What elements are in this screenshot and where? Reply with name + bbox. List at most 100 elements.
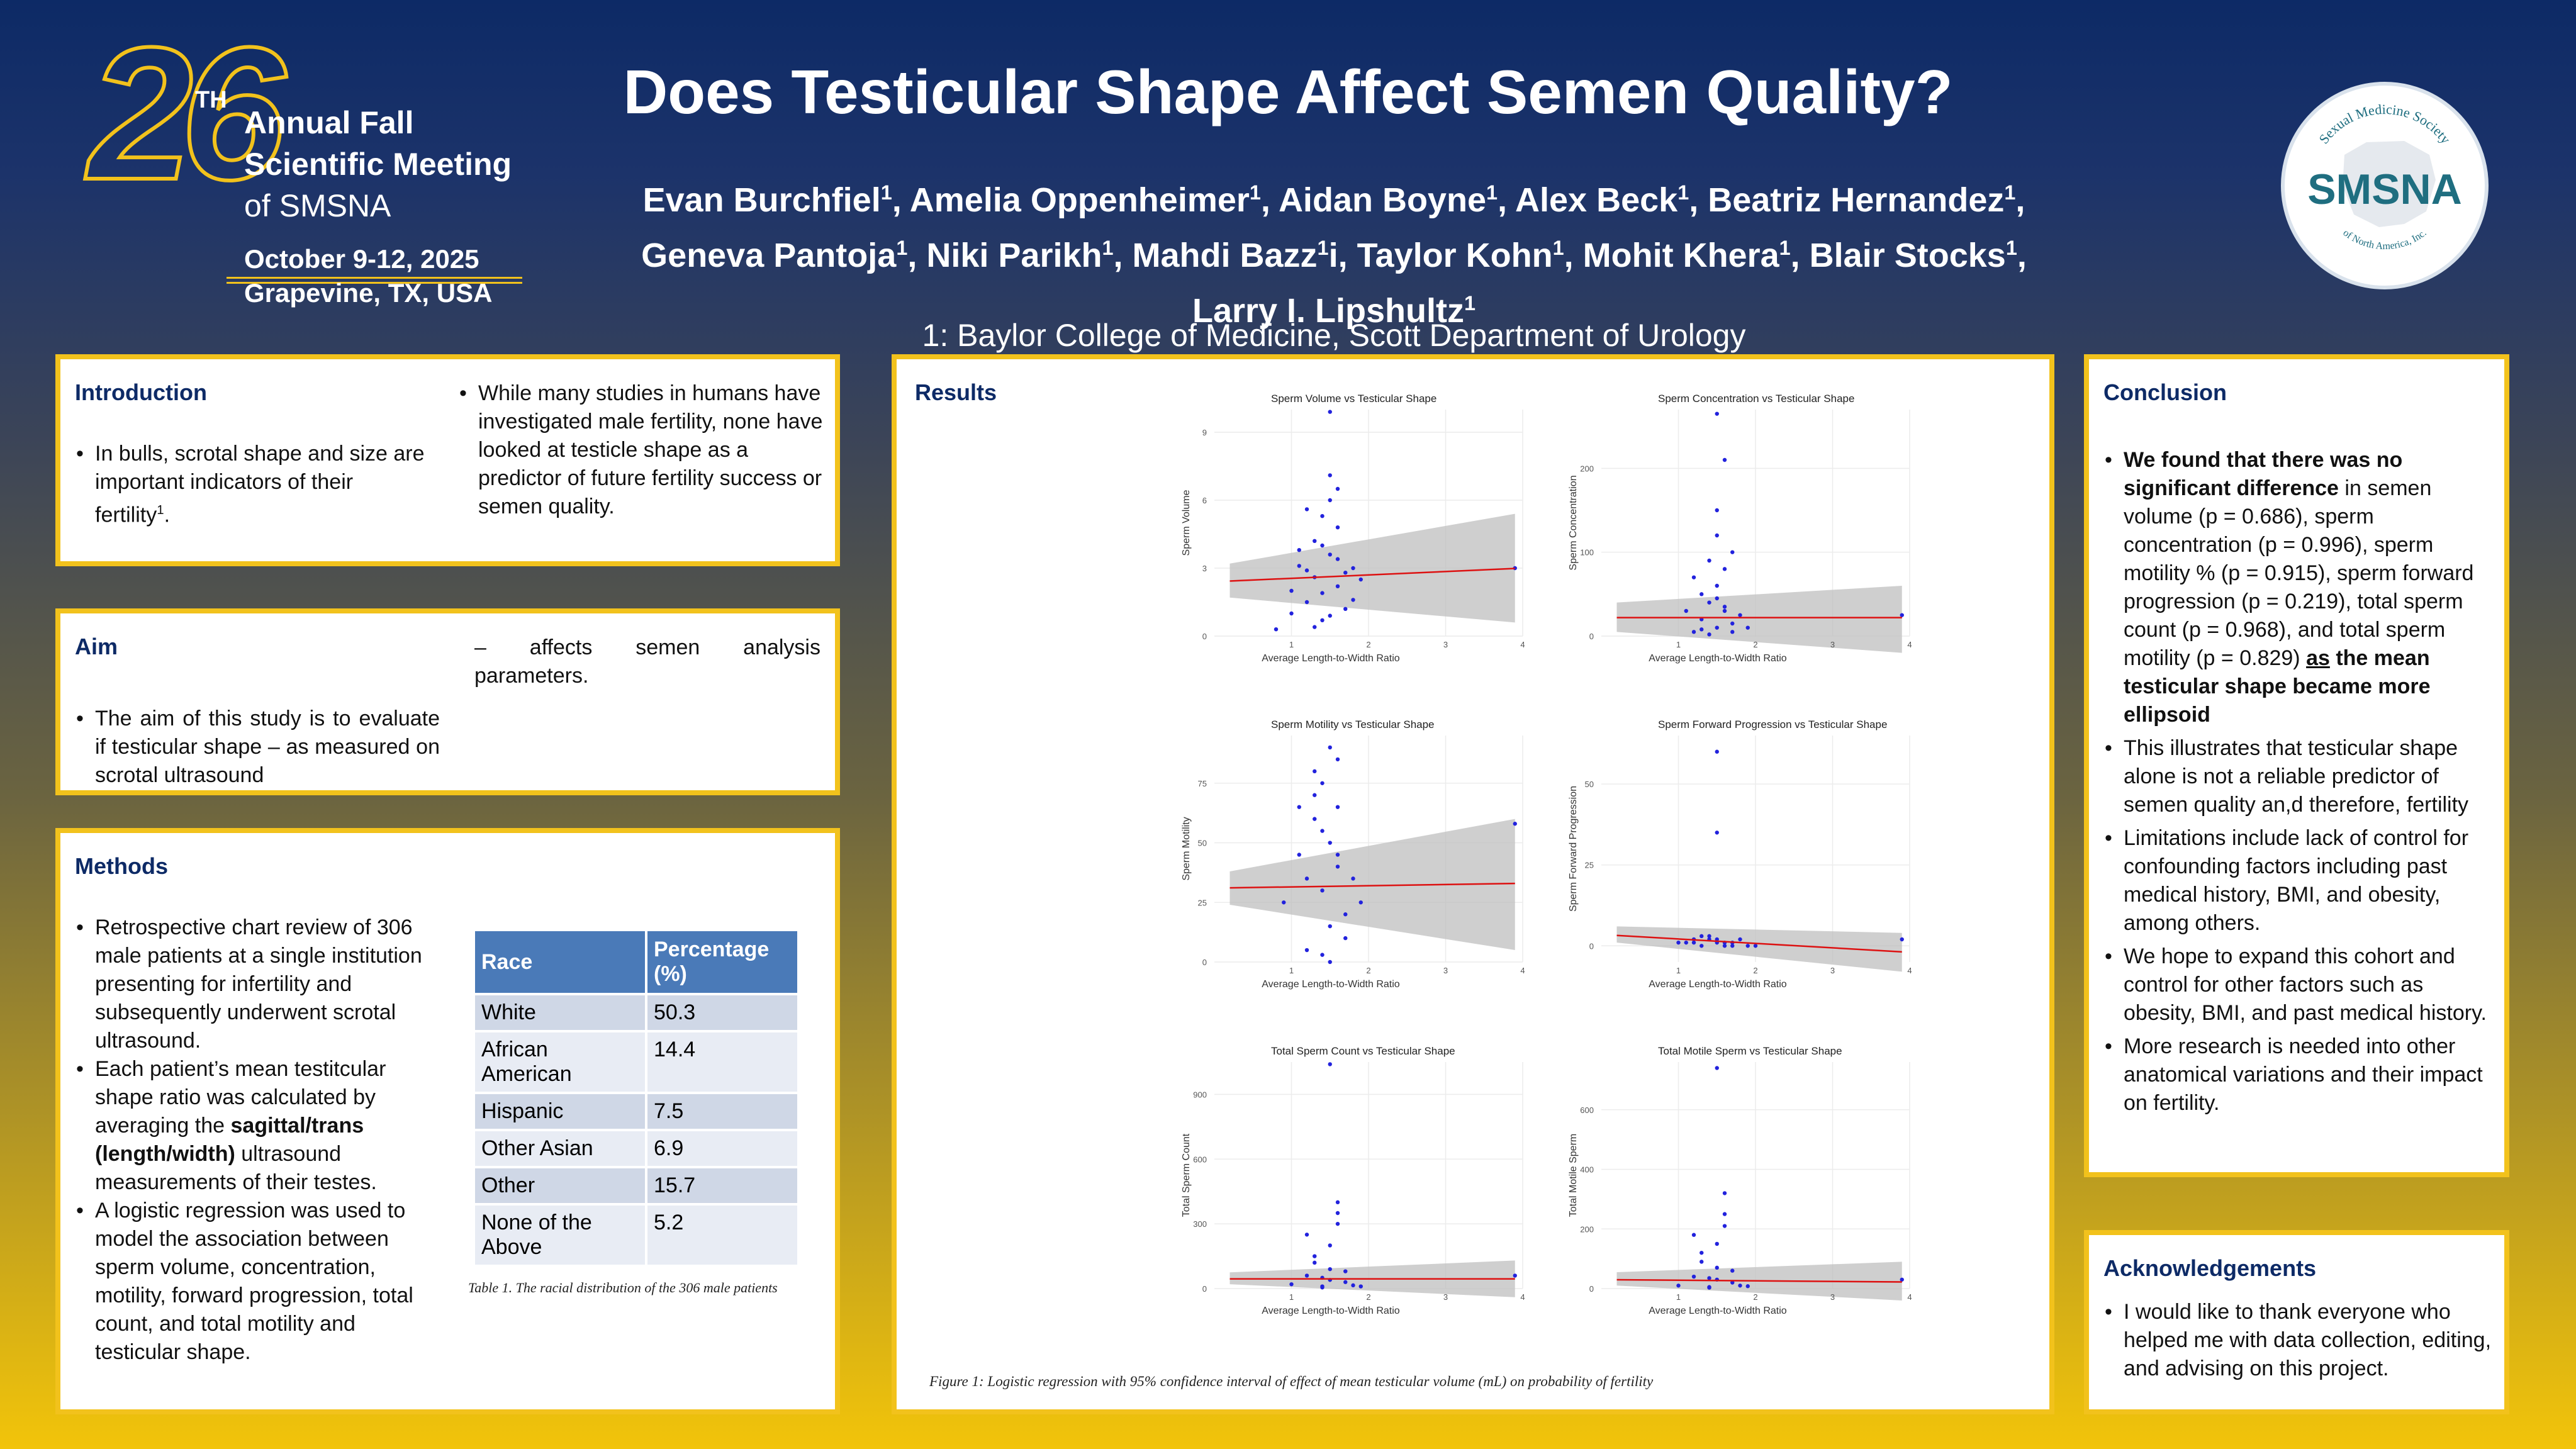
chart-title: Total Motile Sperm vs Testicular Shape xyxy=(1658,1045,1842,1057)
data-point xyxy=(1722,457,1727,462)
methods-bullet: Each patient’s mean testitcular shape ra… xyxy=(75,1055,427,1197)
author-separator: , xyxy=(1498,181,1516,219)
trend-line xyxy=(1616,934,1902,953)
y-tick-label: 0 xyxy=(1202,958,1207,967)
data-point xyxy=(1328,1267,1332,1272)
data-point xyxy=(1335,486,1340,491)
x-tick-label: 3 xyxy=(1830,1292,1835,1302)
author-separator: , xyxy=(1260,181,1279,219)
race-cell: White xyxy=(473,993,647,1032)
data-point xyxy=(1320,829,1324,833)
x-tick-label: 4 xyxy=(1520,640,1525,649)
author-affiliation-mark: 1 xyxy=(2005,237,2017,259)
author-name: Larry I. Lipshultz xyxy=(1192,292,1465,330)
chart-5: Total Sperm Count vs Testicular Shape 1 2 3… xyxy=(1181,1045,1525,1316)
author-affiliation-mark: 1 xyxy=(1317,237,1329,259)
x-tick-label: 1 xyxy=(1676,640,1681,649)
author-separator: i, xyxy=(1328,237,1357,274)
chart-1: Sperm Volume vs Testicular Shape 1 2 3 4 0 3 6 9… xyxy=(1181,393,1525,664)
author-affiliation-mark: 1 xyxy=(1677,181,1689,204)
race-cell: Hispanic xyxy=(473,1092,647,1131)
y-tick-label: 75 xyxy=(1198,779,1207,788)
author-name: Amelia Oppenheimer xyxy=(909,181,1250,219)
data-point xyxy=(1900,1277,1904,1282)
data-point xyxy=(1320,591,1324,595)
data-point xyxy=(1730,1280,1735,1285)
author-separator: , xyxy=(2015,181,2025,219)
data-point xyxy=(1715,596,1719,601)
y-tick-label: 200 xyxy=(1580,464,1594,473)
data-point xyxy=(1335,1211,1340,1216)
author-name: Mahdi Bazz xyxy=(1132,237,1318,274)
data-point xyxy=(1313,769,1317,774)
author-separator: , xyxy=(892,181,910,219)
x-tick-label: 2 xyxy=(1366,1292,1370,1302)
x-axis-title: Average Length-to-Width Ratio xyxy=(1262,1306,1399,1316)
data-point xyxy=(1700,934,1704,939)
conclusion-bullet: More research is needed into other anato… xyxy=(2103,1032,2492,1117)
y-tick-label: 3 xyxy=(1202,564,1207,573)
smsna-logo: Sexual Medicine Society of North America… xyxy=(2281,82,2489,289)
data-point xyxy=(1715,411,1719,416)
conclusion-bullet: We hope to expand this cohort and contro… xyxy=(2103,943,2492,1027)
methods-panel: Methods Retrospective chart review of 30… xyxy=(55,828,840,1414)
x-tick-label: 2 xyxy=(1753,640,1757,649)
authors-line-1: Evan Burchfiel1, Amelia Oppenheimer1, Ai… xyxy=(491,169,2177,224)
data-point xyxy=(1304,876,1309,881)
data-point xyxy=(1313,1254,1317,1258)
data-point xyxy=(1320,543,1324,548)
author-affiliation-mark: 1 xyxy=(1552,237,1564,259)
data-point xyxy=(1900,937,1904,942)
data-point xyxy=(1700,1250,1704,1255)
data-point xyxy=(1700,944,1704,948)
percentage-cell: 15.7 xyxy=(645,1166,800,1206)
data-point xyxy=(1351,566,1355,571)
percentage-cell: 50.3 xyxy=(645,993,800,1032)
conclusion-panel: Conclusion We found that there was no si… xyxy=(2084,354,2509,1177)
author-name: Evan Burchfiel xyxy=(642,181,881,219)
data-point xyxy=(1738,1284,1742,1288)
svg-text:Sexual Medicine Society: Sexual Medicine Society xyxy=(2316,101,2454,147)
data-point xyxy=(1304,1233,1309,1237)
data-point xyxy=(1715,583,1719,588)
author-name: Taylor Kohn xyxy=(1357,237,1553,274)
x-tick-label: 1 xyxy=(1289,640,1294,649)
methods-text: Each patient’s mean testitcular shape ra… xyxy=(95,1057,386,1138)
confidence-band xyxy=(1229,513,1515,623)
data-point xyxy=(1722,1212,1727,1216)
data-point xyxy=(1335,757,1340,762)
x-tick-label: 4 xyxy=(1907,640,1912,649)
data-point xyxy=(1304,1273,1309,1278)
aim-continuation: – affects semen analysis parameters. xyxy=(474,635,820,688)
methods-text: sagittal/trans (length/width) xyxy=(95,1114,364,1166)
data-point xyxy=(1745,1284,1750,1289)
chart-title: Sperm Motility vs Testicular Shape xyxy=(1271,719,1435,730)
data-point xyxy=(1707,600,1711,605)
data-point xyxy=(1289,588,1294,593)
author-separator: , xyxy=(1564,237,1583,274)
x-tick-label: 1 xyxy=(1289,966,1294,975)
introduction-panel: Introduction In bulls, scrotal shape and… xyxy=(55,354,840,566)
data-point xyxy=(1304,507,1309,512)
data-point xyxy=(1722,608,1727,613)
confidence-band xyxy=(1616,926,1902,972)
y-tick-label: 0 xyxy=(1589,941,1594,951)
x-axis-title: Average Length-to-Width Ratio xyxy=(1649,1306,1786,1316)
y-tick-label: 25 xyxy=(1585,861,1594,870)
data-point xyxy=(1753,944,1758,948)
chart-title: Total Sperm Count vs Testicular Shape xyxy=(1271,1045,1455,1057)
data-point xyxy=(1320,888,1324,893)
data-point xyxy=(1297,564,1301,568)
meeting-line1: Annual Fall xyxy=(244,105,414,140)
data-point xyxy=(1730,621,1735,626)
chart-title: Sperm Forward Progression vs Testicular … xyxy=(1658,719,1887,730)
percentage-header: Percentage (%) xyxy=(645,929,800,995)
data-point xyxy=(1691,940,1696,945)
data-point xyxy=(1328,498,1332,503)
data-point xyxy=(1328,613,1332,618)
data-point xyxy=(1335,805,1340,809)
conclusion-bullet: This illustrates that testicular shape a… xyxy=(2103,734,2492,819)
race-table-header: Race Percentage (%) xyxy=(473,929,800,995)
x-tick-label: 1 xyxy=(1289,1292,1294,1302)
data-point xyxy=(1707,632,1711,637)
